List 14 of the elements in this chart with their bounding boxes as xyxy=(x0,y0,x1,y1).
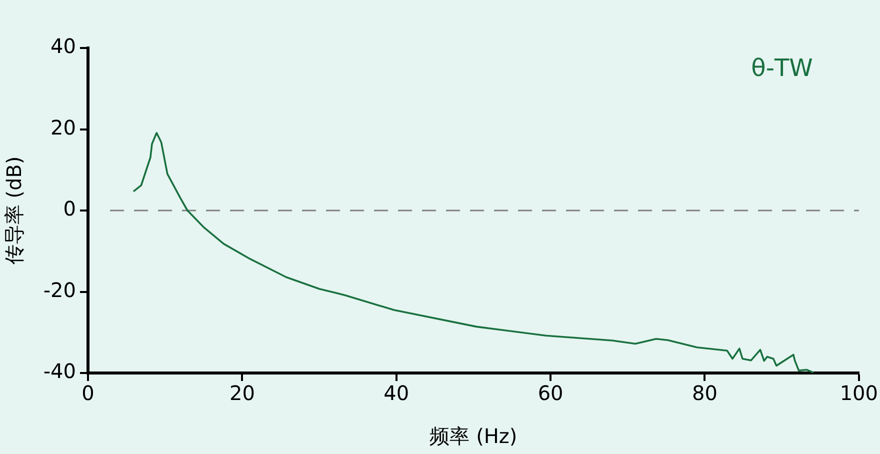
y-axis-title: 传导率 (dB) xyxy=(2,156,26,265)
x-tick-label: 60 xyxy=(538,381,564,406)
x-tick-label: 40 xyxy=(384,381,410,406)
y-tick-label: -40 xyxy=(43,359,76,384)
y-tick-label: -20 xyxy=(43,278,76,302)
x-tick-label: 100 xyxy=(840,381,878,406)
x-tick-label: 0 xyxy=(82,381,94,406)
text: θ-TW xyxy=(751,54,813,82)
y-tick-label: 0 xyxy=(63,196,76,221)
x-tick-label: 20 xyxy=(229,381,255,406)
x-tick-label: 80 xyxy=(692,381,718,406)
x-axis-title: 频率 (Hz) xyxy=(430,424,518,448)
y-tick-label: 40 xyxy=(50,34,76,58)
y-tick-label: 20 xyxy=(50,115,76,140)
